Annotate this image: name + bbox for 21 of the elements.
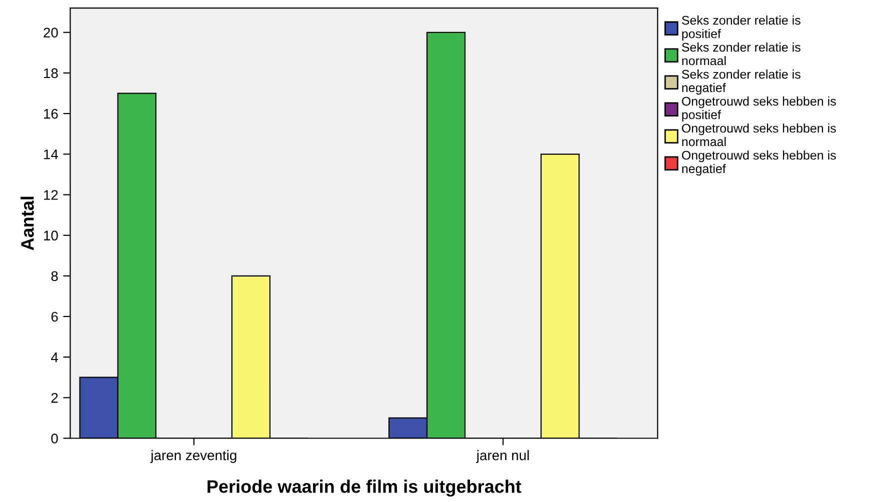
y-tick-label: 20 [44,28,58,38]
y-tick-label: 10 [44,230,58,240]
x-axis-title: Periode waarin de film is uitgebracht [208,480,522,497]
legend-label: Ongetrouwd seks hebben is normaal [682,124,836,146]
y-tick-label: 4 [51,352,58,362]
y-tick-label: 2 [51,392,58,403]
y-tick-label: 6 [51,312,58,322]
legend-label: Ongetrouwd seks hebben is negatief [682,150,836,176]
y-tick-label: 16 [44,108,58,119]
y-tick-label: 18 [44,68,58,78]
y-axis-title: Aantal [20,196,34,250]
legend-label: Seks zonder relatie is negatief [682,70,800,95]
x-tick-label: jaren nul [476,450,529,463]
legend-label: Seks zonder relatie is positief [682,16,800,41]
x-tick-label: jaren zeventig [150,450,236,463]
y-tick-label: 0 [51,434,58,444]
y-tick-label: 12 [44,190,58,200]
legend-label: Seks zonder relatie is normaal [682,42,800,66]
y-tick-label: 14 [44,150,58,160]
y-tick-label: 8 [51,271,58,282]
legend-label: Ongetrouwd seks hebben is positief [682,96,836,122]
